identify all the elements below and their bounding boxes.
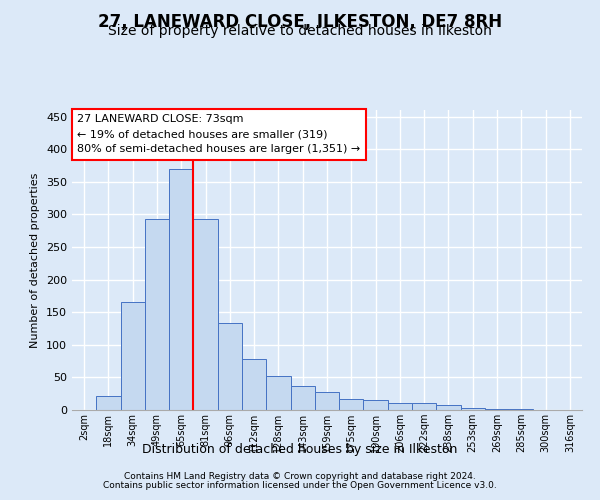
Bar [266, 376, 290, 410]
Y-axis label: Number of detached properties: Number of detached properties [31, 172, 40, 348]
Bar [96, 396, 121, 410]
Text: 27 LANEWARD CLOSE: 73sqm
← 19% of detached houses are smaller (319)
80% of semi-: 27 LANEWARD CLOSE: 73sqm ← 19% of detach… [77, 114, 361, 154]
Bar [242, 359, 266, 410]
Text: Distribution of detached houses by size in Ilkeston: Distribution of detached houses by size … [142, 444, 458, 456]
Bar [290, 386, 315, 410]
Bar [121, 302, 145, 410]
Bar [364, 400, 388, 410]
Text: Contains public sector information licensed under the Open Government Licence v3: Contains public sector information licen… [103, 481, 497, 490]
Bar [412, 404, 436, 410]
Text: Size of property relative to detached houses in Ilkeston: Size of property relative to detached ho… [108, 24, 492, 38]
Bar [461, 408, 485, 410]
Bar [436, 406, 461, 410]
Text: 27, LANEWARD CLOSE, ILKESTON, DE7 8RH: 27, LANEWARD CLOSE, ILKESTON, DE7 8RH [98, 12, 502, 30]
Text: Contains HM Land Registry data © Crown copyright and database right 2024.: Contains HM Land Registry data © Crown c… [124, 472, 476, 481]
Bar [169, 168, 193, 410]
Bar [388, 403, 412, 410]
Bar [218, 324, 242, 410]
Bar [193, 219, 218, 410]
Bar [145, 219, 169, 410]
Bar [315, 392, 339, 410]
Bar [339, 399, 364, 410]
Bar [485, 408, 509, 410]
